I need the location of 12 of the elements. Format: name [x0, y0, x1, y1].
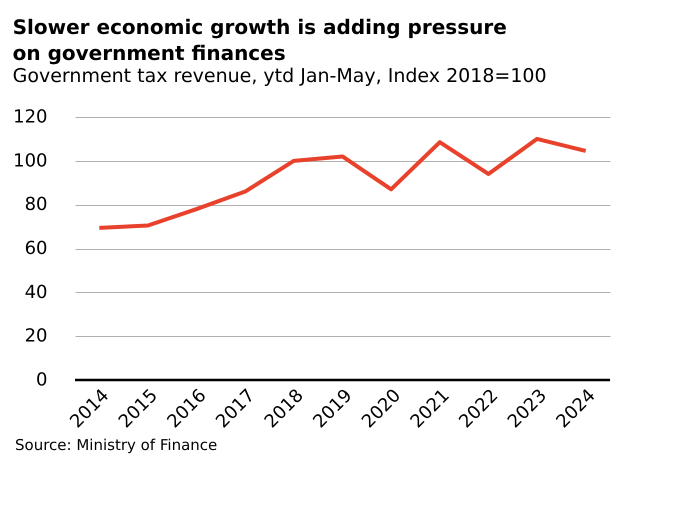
y-tick-label: 100	[13, 150, 48, 172]
line-series	[97, 136, 588, 230]
text: Slower economic growth is adding pressure	[12, 15, 507, 39]
y-tick-label: 120	[13, 106, 48, 128]
y-tick-label: 60	[24, 238, 48, 259]
source-note: Source: Ministry of Finance	[15, 436, 218, 454]
y-tick-label: 40	[24, 282, 48, 303]
chart-subtitle: Government tax revenue, ytd Jan-May, Index 2018=100	[12, 65, 547, 87]
y-tick-label: 20	[24, 326, 48, 347]
text: on government finances	[12, 41, 286, 65]
y-tick-label: 0	[36, 370, 48, 390]
y-tick-label: 80	[24, 194, 48, 216]
